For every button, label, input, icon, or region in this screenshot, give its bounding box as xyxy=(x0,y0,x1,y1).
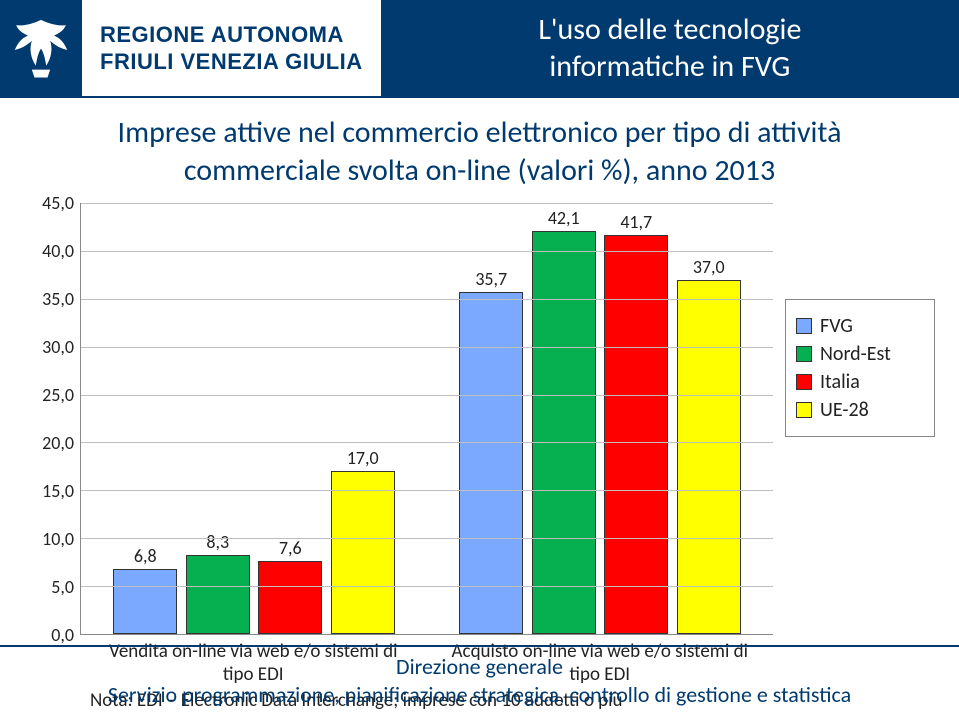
bar-value-label: 7,6 xyxy=(279,537,302,559)
gridline xyxy=(81,586,773,587)
bar xyxy=(604,235,668,634)
legend-label: Italia xyxy=(820,370,860,394)
legend-swatch xyxy=(796,374,812,390)
chart: 0,05,010,015,020,025,030,035,040,045,0 6… xyxy=(24,203,935,635)
bar-wrap: 42,1 xyxy=(528,203,601,634)
bar-wrap: 37,0 xyxy=(673,203,746,634)
header: REGIONE AUTONOMA FRIULI VENEZIA GIULIA L… xyxy=(0,0,959,98)
y-tick: 35,0 xyxy=(42,288,74,310)
y-tick: 15,0 xyxy=(42,480,74,502)
bar-value-label: 37,0 xyxy=(693,256,725,278)
y-tick: 25,0 xyxy=(42,384,74,406)
plot-area: 6,8 8,3 7,6 17,0 35,7 42,1 41,7 37,0 xyxy=(80,203,773,635)
bar-value-label: 35,7 xyxy=(475,268,507,290)
legend-label: Nord-Est xyxy=(820,342,891,366)
legend-swatch xyxy=(796,318,812,334)
bar xyxy=(186,555,250,634)
bar xyxy=(459,292,523,634)
gridline xyxy=(81,347,773,348)
y-tick: 0,0 xyxy=(51,624,74,646)
y-tick: 10,0 xyxy=(42,528,74,550)
footer-line2: Servizio programmazione, pianificazione … xyxy=(10,681,949,709)
bar-wrap: 35,7 xyxy=(455,203,528,634)
bar-wrap: 8,3 xyxy=(182,203,255,634)
bar-wrap: 17,0 xyxy=(327,203,400,634)
bar-value-label: 8,3 xyxy=(206,531,229,553)
page-title-box: L'uso delle tecnologie informatiche in F… xyxy=(381,0,959,96)
region-name: REGIONE AUTONOMA FRIULI VENEZIA GIULIA xyxy=(82,0,381,96)
subtitle: Imprese attive nel commercio elettronico… xyxy=(0,98,959,199)
gridline xyxy=(81,299,773,300)
y-tick: 5,0 xyxy=(51,576,74,598)
gridline xyxy=(81,395,773,396)
legend-item: FVG xyxy=(796,314,924,338)
legend-item: UE-28 xyxy=(796,398,924,422)
bar-wrap: 41,7 xyxy=(600,203,673,634)
bar-groups: 6,8 8,3 7,6 17,0 35,7 42,1 41,7 37,0 xyxy=(81,203,773,634)
legend-swatch xyxy=(796,346,812,362)
legend: FVG Nord-Est Italia UE-28 xyxy=(785,299,935,437)
region-line2: FRIULI VENEZIA GIULIA xyxy=(100,48,363,76)
title-line2: informatiche in FVG xyxy=(549,48,790,86)
bar xyxy=(113,569,177,634)
gridline xyxy=(81,490,773,491)
bar-value-label: 6,8 xyxy=(134,545,157,567)
gridline xyxy=(81,442,773,443)
region-logo xyxy=(0,0,82,96)
y-axis: 0,05,010,015,020,025,030,035,040,045,0 xyxy=(24,203,80,635)
legend-item: Italia xyxy=(796,370,924,394)
title-line1: L'uso delle tecnologie xyxy=(538,11,801,49)
bar-value-label: 42,1 xyxy=(548,207,580,229)
eagle-icon xyxy=(8,12,74,84)
y-tick: 40,0 xyxy=(42,240,74,262)
bar-value-label: 41,7 xyxy=(620,211,652,233)
legend-label: UE-28 xyxy=(820,398,869,422)
bar xyxy=(258,561,322,634)
bar-group: 35,7 42,1 41,7 37,0 xyxy=(427,203,773,634)
legend-swatch xyxy=(796,402,812,418)
gridline xyxy=(81,251,773,252)
region-line1: REGIONE AUTONOMA xyxy=(100,21,363,49)
bar-group: 6,8 8,3 7,6 17,0 xyxy=(81,203,427,634)
footer-line1: Direzione generale xyxy=(10,653,949,681)
bar-wrap: 7,6 xyxy=(254,203,327,634)
bar xyxy=(532,231,596,634)
bar-value-label: 17,0 xyxy=(347,447,379,469)
y-tick: 30,0 xyxy=(42,336,74,358)
gridline xyxy=(81,203,773,204)
y-tick: 45,0 xyxy=(42,192,74,214)
bar xyxy=(331,471,395,634)
footer: Direzione generale Servizio programmazio… xyxy=(0,645,959,718)
bar xyxy=(677,280,741,634)
gridline xyxy=(81,538,773,539)
y-tick: 20,0 xyxy=(42,432,74,454)
bar-wrap: 6,8 xyxy=(109,203,182,634)
legend-label: FVG xyxy=(820,314,853,338)
legend-item: Nord-Est xyxy=(796,342,924,366)
